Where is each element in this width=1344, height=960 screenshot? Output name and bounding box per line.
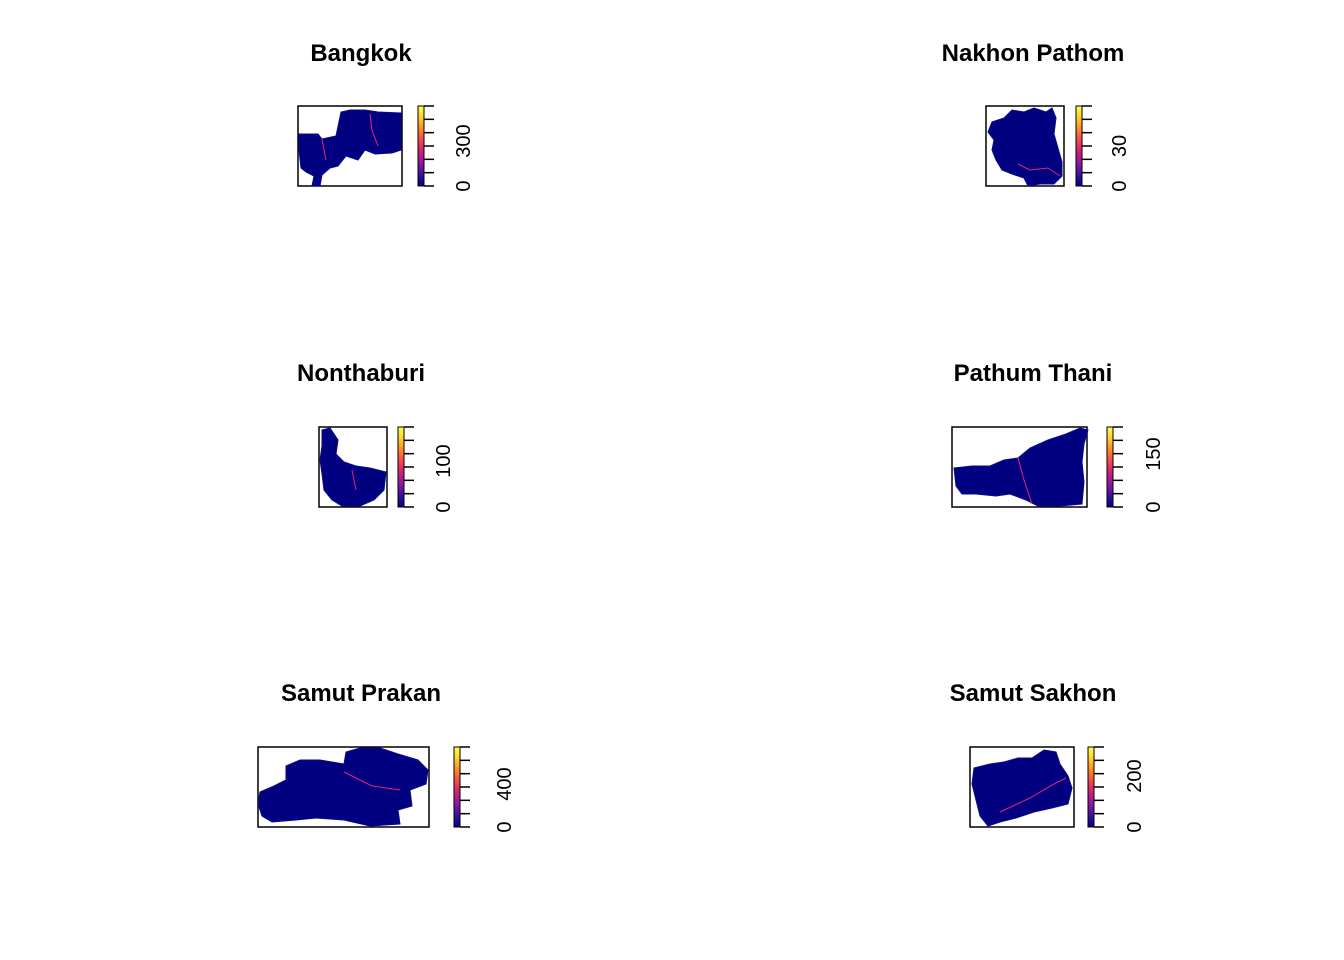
map-frame <box>318 426 388 508</box>
district-map-pathum-thani <box>953 427 1089 507</box>
district-map-samut-sakhon <box>971 749 1073 827</box>
panel-nakhon-pathom: 0 30 <box>985 105 1131 192</box>
legend-bar <box>453 746 461 828</box>
road-line <box>321 138 327 161</box>
panel-samut-sakhon: 0 200 <box>969 746 1146 833</box>
legend-tick-label-0: 0 <box>1143 501 1165 512</box>
panel-title-pathum-thani: Pathum Thani <box>953 360 1113 387</box>
legend-tick-label-max: 100 <box>433 444 455 477</box>
road-line <box>1017 163 1061 177</box>
road-line <box>999 777 1067 813</box>
legend-bar <box>417 105 425 187</box>
district-map-samut-prakan <box>257 747 429 827</box>
district-map-nonthaburi <box>319 427 387 507</box>
panel-bangkok: 0 300 <box>297 105 475 192</box>
map-frame <box>969 746 1075 828</box>
panel-nonthaburi: 0 100 <box>318 426 455 513</box>
legend-tick-label-max: 200 <box>1124 759 1146 792</box>
panel-title-samut-prakan: Samut Prakan <box>280 680 442 707</box>
legend-tick-label-0: 0 <box>494 821 516 832</box>
map-frame <box>985 105 1065 187</box>
road-line <box>369 113 379 147</box>
legend-tick-label-max: 400 <box>494 767 516 800</box>
road-line <box>1017 457 1033 505</box>
road-line <box>351 469 357 491</box>
district-map-nakhon-pathom <box>987 107 1063 187</box>
panel-title-bangkok: Bangkok <box>310 40 412 67</box>
legend-tick-label-0: 0 <box>1124 821 1146 832</box>
legend-tick-label-max: 150 <box>1143 437 1165 470</box>
legend-bar <box>397 426 405 508</box>
panel-title-samut-sakhon: Samut Sakhon <box>949 680 1117 707</box>
panel-title-nakhon-pathom: Nakhon Pathom <box>941 40 1125 67</box>
map-frame <box>297 105 403 187</box>
legend-tick-label-0: 0 <box>433 501 455 512</box>
panel-pathum-thani: 0 150 <box>951 426 1165 513</box>
legend-tick-label-0: 0 <box>1109 180 1131 191</box>
legend-tick-label-0: 0 <box>453 180 475 191</box>
legend-bar <box>1106 426 1114 508</box>
map-frame <box>257 746 430 828</box>
panel-title-nonthaburi: Nonthaburi <box>297 360 425 387</box>
legend-bar <box>1087 746 1095 828</box>
legend-bar <box>1075 105 1083 187</box>
road-line <box>343 771 401 791</box>
map-frame <box>951 426 1088 508</box>
district-map-bangkok <box>298 109 402 187</box>
legend-tick-label-max: 30 <box>1109 135 1131 157</box>
legend-tick-label-max: 300 <box>453 124 475 157</box>
panel-samut-prakan: 0 400 <box>257 746 516 833</box>
